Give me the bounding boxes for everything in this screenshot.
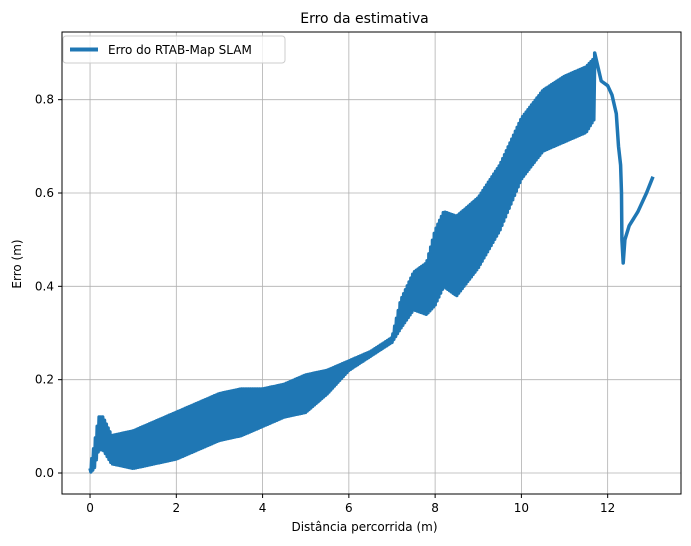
legend-box: [62, 35, 286, 64]
x-tick-label: 6: [345, 501, 353, 515]
y-tick-label: 0.6: [35, 186, 54, 200]
series-layer: [88, 51, 655, 474]
chart-title: Erro da estimativa: [300, 11, 428, 27]
plot-frame: [61, 31, 682, 495]
y-axis-label: Erro (m): [10, 239, 24, 288]
legend-label: Erro do RTAB-Map SLAM: [108, 43, 252, 57]
x-axis-label: Distância percorrida (m): [291, 520, 437, 534]
y-tick-label: 0.2: [35, 373, 54, 387]
x-tick-label: 8: [431, 501, 439, 515]
x-tick-label: 2: [172, 501, 180, 515]
x-tick-label: 0: [86, 501, 94, 515]
y-tick-label: 0.4: [35, 279, 54, 293]
axes: 0 2 4 6 8 10 12 0.0 0.2 0.4 0.6 0.8: [35, 31, 682, 515]
y-tick-label: 0.0: [35, 466, 54, 480]
x-tick-label: 12: [600, 501, 615, 515]
series-line: [88, 51, 655, 474]
y-tick-label: 0.8: [35, 93, 54, 107]
legend: Erro do RTAB-Map SLAM: [62, 35, 286, 64]
x-tick-label: 10: [514, 501, 529, 515]
x-tick-label: 4: [259, 501, 267, 515]
